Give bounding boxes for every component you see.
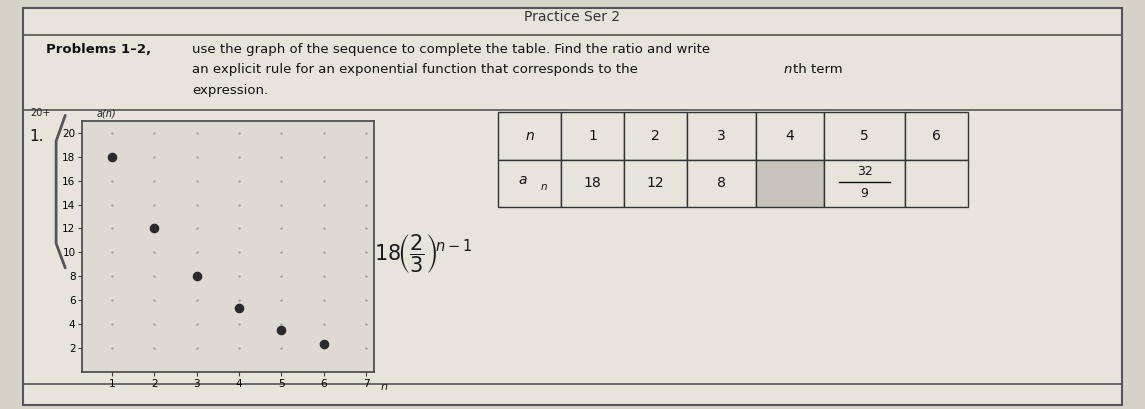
- Text: 8: 8: [717, 176, 726, 190]
- Point: [145, 225, 164, 232]
- FancyBboxPatch shape: [905, 160, 968, 207]
- Text: n: n: [380, 382, 387, 392]
- Text: 4: 4: [785, 129, 795, 143]
- FancyBboxPatch shape: [23, 8, 1122, 405]
- FancyBboxPatch shape: [561, 112, 624, 160]
- Text: 3: 3: [717, 129, 726, 143]
- Text: 9: 9: [861, 187, 868, 200]
- Text: th term: th term: [793, 63, 843, 76]
- FancyBboxPatch shape: [624, 112, 687, 160]
- Point: [103, 153, 121, 160]
- FancyBboxPatch shape: [498, 160, 561, 207]
- FancyBboxPatch shape: [498, 112, 561, 160]
- Text: $18\!\left(\dfrac{2}{3}\right)^{\!n-1}$: $18\!\left(\dfrac{2}{3}\right)^{\!n-1}$: [374, 232, 473, 275]
- FancyBboxPatch shape: [905, 112, 968, 160]
- Text: n: n: [542, 182, 547, 192]
- Point: [230, 305, 248, 312]
- Text: 12: 12: [647, 176, 664, 190]
- Text: use the graph of the sequence to complete the table. Find the ratio and write: use the graph of the sequence to complet…: [192, 43, 711, 56]
- Text: n: n: [526, 129, 534, 143]
- Text: Problems 1–2,: Problems 1–2,: [46, 43, 151, 56]
- Text: a(n): a(n): [97, 108, 117, 118]
- Text: 18: 18: [584, 176, 601, 190]
- Text: expression.: expression.: [192, 84, 268, 97]
- Text: 2: 2: [652, 129, 660, 143]
- Text: 1: 1: [589, 129, 597, 143]
- Point: [273, 326, 291, 333]
- Point: [315, 341, 333, 347]
- Text: 1.: 1.: [30, 129, 45, 144]
- Text: n: n: [783, 63, 791, 76]
- Text: 6: 6: [932, 129, 940, 143]
- Text: Practice Ser 2: Practice Ser 2: [524, 10, 621, 24]
- Text: 5: 5: [860, 129, 869, 143]
- FancyBboxPatch shape: [687, 160, 756, 207]
- FancyBboxPatch shape: [756, 160, 824, 207]
- FancyBboxPatch shape: [824, 112, 905, 160]
- FancyBboxPatch shape: [687, 112, 756, 160]
- Text: 20+: 20+: [30, 108, 50, 118]
- Text: 32: 32: [856, 166, 872, 178]
- Point: [188, 273, 206, 280]
- FancyBboxPatch shape: [624, 160, 687, 207]
- FancyBboxPatch shape: [561, 160, 624, 207]
- Text: a: a: [519, 173, 527, 187]
- FancyBboxPatch shape: [824, 160, 905, 207]
- Text: an explicit rule for an exponential function that corresponds to the: an explicit rule for an exponential func…: [192, 63, 642, 76]
- FancyBboxPatch shape: [756, 112, 824, 160]
